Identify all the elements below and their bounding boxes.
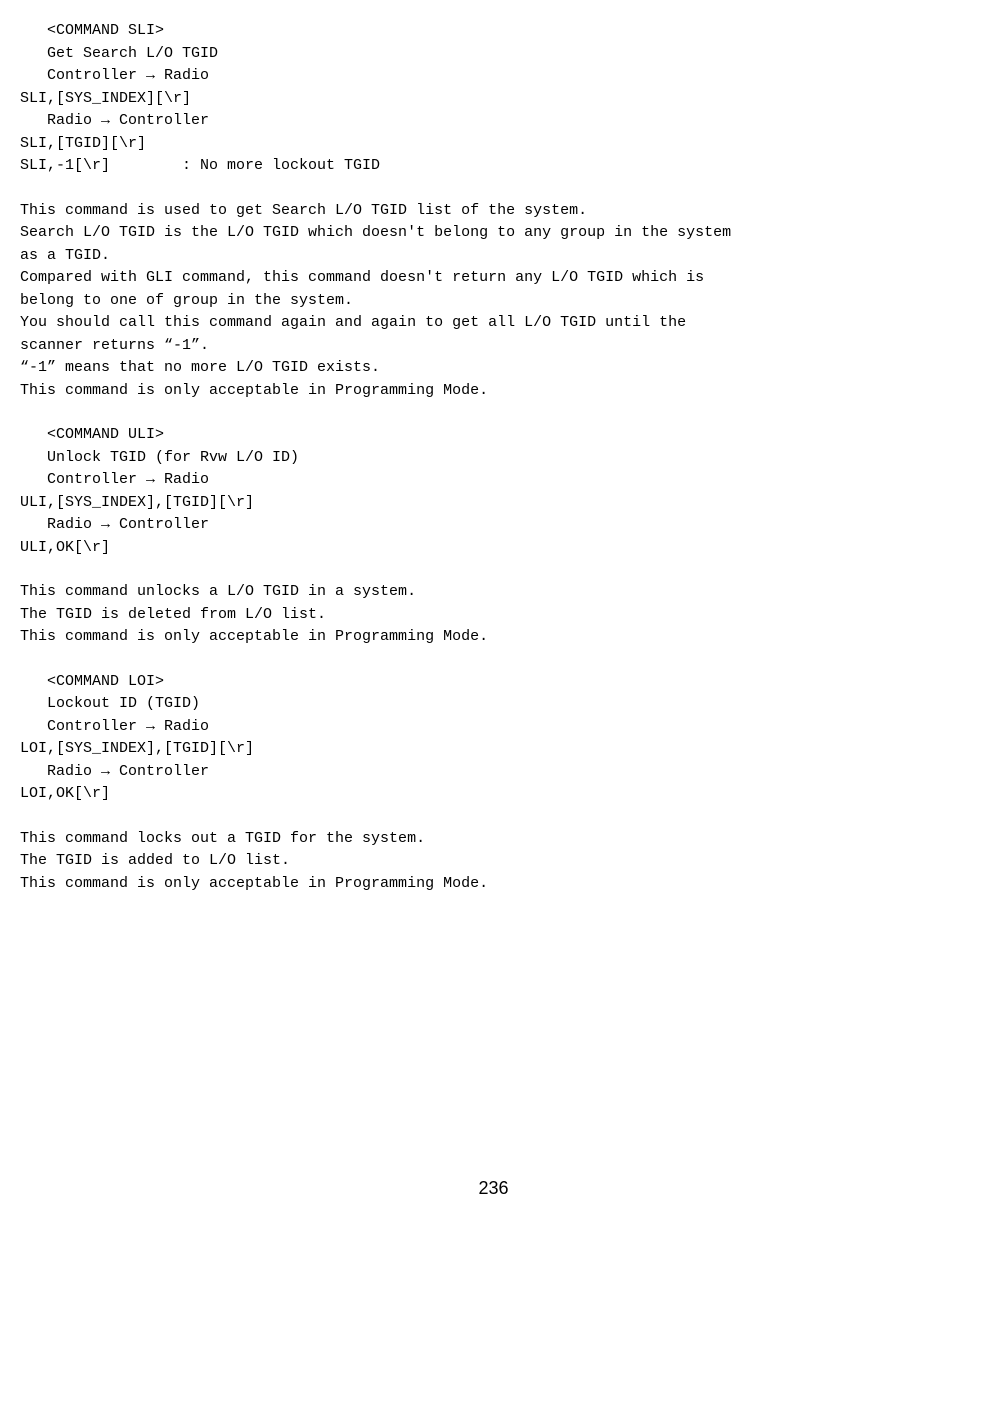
- loi-ctr-label: Controller → Radio: [20, 716, 967, 739]
- spacer: [20, 806, 967, 828]
- uli-ctr-label: Controller → Radio: [20, 469, 967, 492]
- uli-rtc-label: Radio → Controller: [20, 514, 967, 537]
- sli-desc4: Compared with GLI command, this command …: [20, 267, 967, 290]
- sli-ctr-cmd: SLI,[SYS_INDEX][\r]: [20, 88, 967, 111]
- loi-title: Lockout ID (TGID): [20, 693, 967, 716]
- spacer: [20, 402, 967, 424]
- sli-title: Get Search L/O TGID: [20, 43, 967, 66]
- sli-rtc-label: Radio → Controller: [20, 110, 967, 133]
- sli-rtc-cmd2: SLI,-1[\r] : No more lockout TGID: [20, 155, 967, 178]
- sli-desc7: scanner returns “-1”.: [20, 335, 967, 358]
- loi-rtc-cmd: LOI,OK[\r]: [20, 783, 967, 806]
- document-page: <COMMAND SLI> Get Search L/O TGID Contro…: [0, 0, 987, 1222]
- sli-desc1: This command is used to get Search L/O T…: [20, 200, 967, 223]
- sli-desc5: belong to one of group in the system.: [20, 290, 967, 313]
- loi-desc1: This command locks out a TGID for the sy…: [20, 828, 967, 851]
- loi-rtc-label: Radio → Controller: [20, 761, 967, 784]
- uli-desc2: The TGID is deleted from L/O list.: [20, 604, 967, 627]
- sli-desc8: “-1” means that no more L/O TGID exists.: [20, 357, 967, 380]
- spacer: [20, 559, 967, 581]
- loi-desc3: This command is only acceptable in Progr…: [20, 873, 967, 896]
- sli-desc2: Search L/O TGID is the L/O TGID which do…: [20, 222, 967, 245]
- loi-ctr-cmd: LOI,[SYS_INDEX],[TGID][\r]: [20, 738, 967, 761]
- loi-header: <COMMAND LOI>: [20, 671, 967, 694]
- sli-desc3: as a TGID.: [20, 245, 967, 268]
- spacer: [20, 649, 967, 671]
- spacer: [20, 178, 967, 200]
- uli-desc1: This command unlocks a L/O TGID in a sys…: [20, 581, 967, 604]
- sli-desc9: This command is only acceptable in Progr…: [20, 380, 967, 403]
- page-number: 236: [20, 1175, 967, 1202]
- sli-desc6: You should call this command again and a…: [20, 312, 967, 335]
- uli-header: <COMMAND ULI>: [20, 424, 967, 447]
- uli-rtc-cmd: ULI,OK[\r]: [20, 537, 967, 560]
- loi-desc2: The TGID is added to L/O list.: [20, 850, 967, 873]
- sli-ctr-label: Controller → Radio: [20, 65, 967, 88]
- sli-rtc-cmd1: SLI,[TGID][\r]: [20, 133, 967, 156]
- sli-header: <COMMAND SLI>: [20, 20, 967, 43]
- uli-title: Unlock TGID (for Rvw L/O ID): [20, 447, 967, 470]
- uli-desc3: This command is only acceptable in Progr…: [20, 626, 967, 649]
- uli-ctr-cmd: ULI,[SYS_INDEX],[TGID][\r]: [20, 492, 967, 515]
